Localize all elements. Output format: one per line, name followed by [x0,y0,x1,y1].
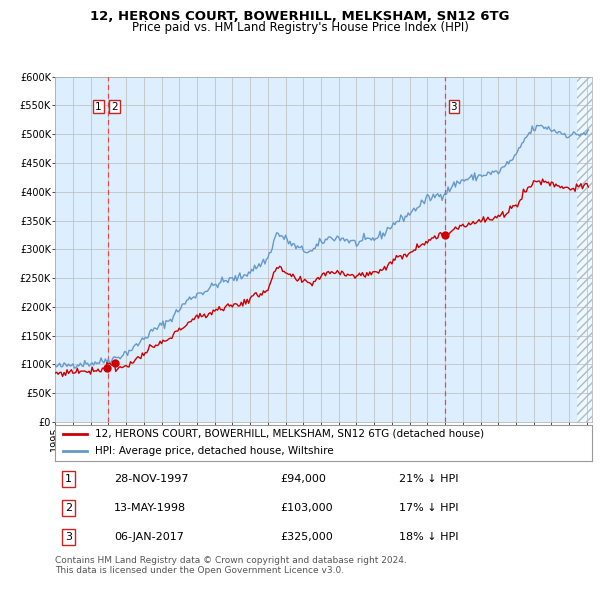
Text: 2: 2 [111,101,118,112]
Text: 21% ↓ HPI: 21% ↓ HPI [399,474,458,484]
Text: 2: 2 [65,503,72,513]
Text: Price paid vs. HM Land Registry's House Price Index (HPI): Price paid vs. HM Land Registry's House … [131,21,469,34]
Text: 18% ↓ HPI: 18% ↓ HPI [399,532,458,542]
Text: 17% ↓ HPI: 17% ↓ HPI [399,503,458,513]
Text: £103,000: £103,000 [281,503,334,513]
Bar [577,77,592,422]
Text: 28-NOV-1997: 28-NOV-1997 [114,474,189,484]
Text: Contains HM Land Registry data © Crown copyright and database right 2024.: Contains HM Land Registry data © Crown c… [55,556,407,565]
Text: This data is licensed under the Open Government Licence v3.0.: This data is licensed under the Open Gov… [55,566,344,575]
Bar [577,77,592,422]
Text: 13-MAY-1998: 13-MAY-1998 [114,503,187,513]
Text: £325,000: £325,000 [281,532,334,542]
Text: £94,000: £94,000 [281,474,326,484]
Text: 1: 1 [65,474,72,484]
Text: 12, HERONS COURT, BOWERHILL, MELKSHAM, SN12 6TG (detached house): 12, HERONS COURT, BOWERHILL, MELKSHAM, S… [95,429,485,439]
Text: 3: 3 [451,101,457,112]
Text: 12, HERONS COURT, BOWERHILL, MELKSHAM, SN12 6TG: 12, HERONS COURT, BOWERHILL, MELKSHAM, S… [90,10,510,23]
Text: 1: 1 [95,101,102,112]
Text: HPI: Average price, detached house, Wiltshire: HPI: Average price, detached house, Wilt… [95,446,334,456]
Text: 3: 3 [65,532,72,542]
Text: 06-JAN-2017: 06-JAN-2017 [114,532,184,542]
